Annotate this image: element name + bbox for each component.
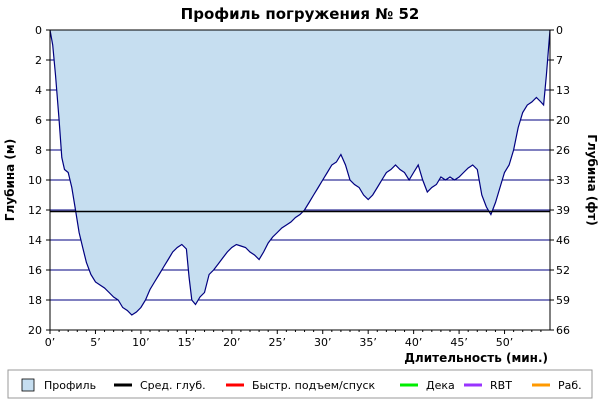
x-tick-label: 35’ bbox=[359, 336, 377, 349]
y2-tick-label: 52 bbox=[556, 264, 570, 277]
x-tick-label: 20’ bbox=[223, 336, 241, 349]
y-tick-label: 14 bbox=[28, 234, 42, 247]
x-tick-label: 10’ bbox=[132, 336, 150, 349]
y-tick-label: 18 bbox=[28, 294, 42, 307]
y2-axis-ticks: 0 7 13 20 26 33 39 46 52 59 66 bbox=[550, 24, 570, 337]
y2-tick-label: 33 bbox=[556, 174, 570, 187]
y-axis-label: Глубина (м) bbox=[3, 139, 17, 221]
y-tick-label: 10 bbox=[28, 174, 42, 187]
y-tick-label: 4 bbox=[35, 84, 42, 97]
legend-swatch-0 bbox=[21, 378, 35, 392]
legend-label-5: Раб. bbox=[558, 379, 582, 392]
y-axis-ticks: 0 2 4 6 8 10 12 14 16 18 20 bbox=[28, 24, 50, 337]
y2-tick-label: 13 bbox=[556, 84, 570, 97]
y2-tick-label: 20 bbox=[556, 114, 570, 127]
profile-line bbox=[49, 29, 551, 316]
legend-frame bbox=[7, 369, 593, 399]
legend-label-3: Дека bbox=[426, 379, 455, 392]
profile-area bbox=[50, 30, 550, 315]
x-tick-label: 30’ bbox=[314, 336, 332, 349]
x-tick-label: 50’ bbox=[496, 336, 514, 349]
y-tick-label: 8 bbox=[35, 144, 42, 157]
y-tick-label: 6 bbox=[35, 114, 42, 127]
x-tick-label: 15’ bbox=[178, 336, 196, 349]
x-tick-label: 45’ bbox=[450, 336, 468, 349]
y2-tick-label: 39 bbox=[556, 204, 570, 217]
x-tick-label: 0’ bbox=[45, 336, 56, 349]
chart-title: Профиль погружения № 52 bbox=[181, 5, 420, 23]
y-tick-label: 20 bbox=[28, 324, 42, 337]
y-tick-label: 2 bbox=[35, 54, 42, 67]
legend-label-2: Быстр. подъем/спуск bbox=[252, 379, 376, 392]
x-axis-ticks: 0’ 5’ 10’ 15’ 20’ 25’ 30’ 35’ 40’ 45’ 50’ bbox=[45, 330, 542, 349]
y2-tick-label: 0 bbox=[556, 24, 563, 37]
legend: Профиль Сред. глуб. Быстр. подъем/спуск Дек… bbox=[21, 378, 582, 392]
y-tick-label: 12 bbox=[28, 204, 42, 217]
legend-label-0: Профиль bbox=[44, 379, 96, 392]
y2-tick-label: 26 bbox=[556, 144, 570, 157]
y2-tick-label: 7 bbox=[556, 54, 563, 67]
legend-label-4: RBT bbox=[490, 379, 512, 392]
y-tick-label: 0 bbox=[35, 24, 42, 37]
y-tick-label: 16 bbox=[28, 264, 42, 277]
y2-tick-label: 46 bbox=[556, 234, 570, 247]
x-tick-label: 25’ bbox=[269, 336, 287, 349]
y2-axis-label: Глубина (фт) bbox=[585, 134, 599, 225]
y2-tick-label: 66 bbox=[556, 324, 570, 337]
x-axis-label: Длительность (мин.) bbox=[404, 351, 548, 365]
x-tick-label: 40’ bbox=[405, 336, 423, 349]
y2-tick-label: 59 bbox=[556, 294, 570, 307]
legend-label-1: Сред. глуб. bbox=[140, 379, 206, 392]
x-tick-label: 5’ bbox=[90, 336, 101, 349]
